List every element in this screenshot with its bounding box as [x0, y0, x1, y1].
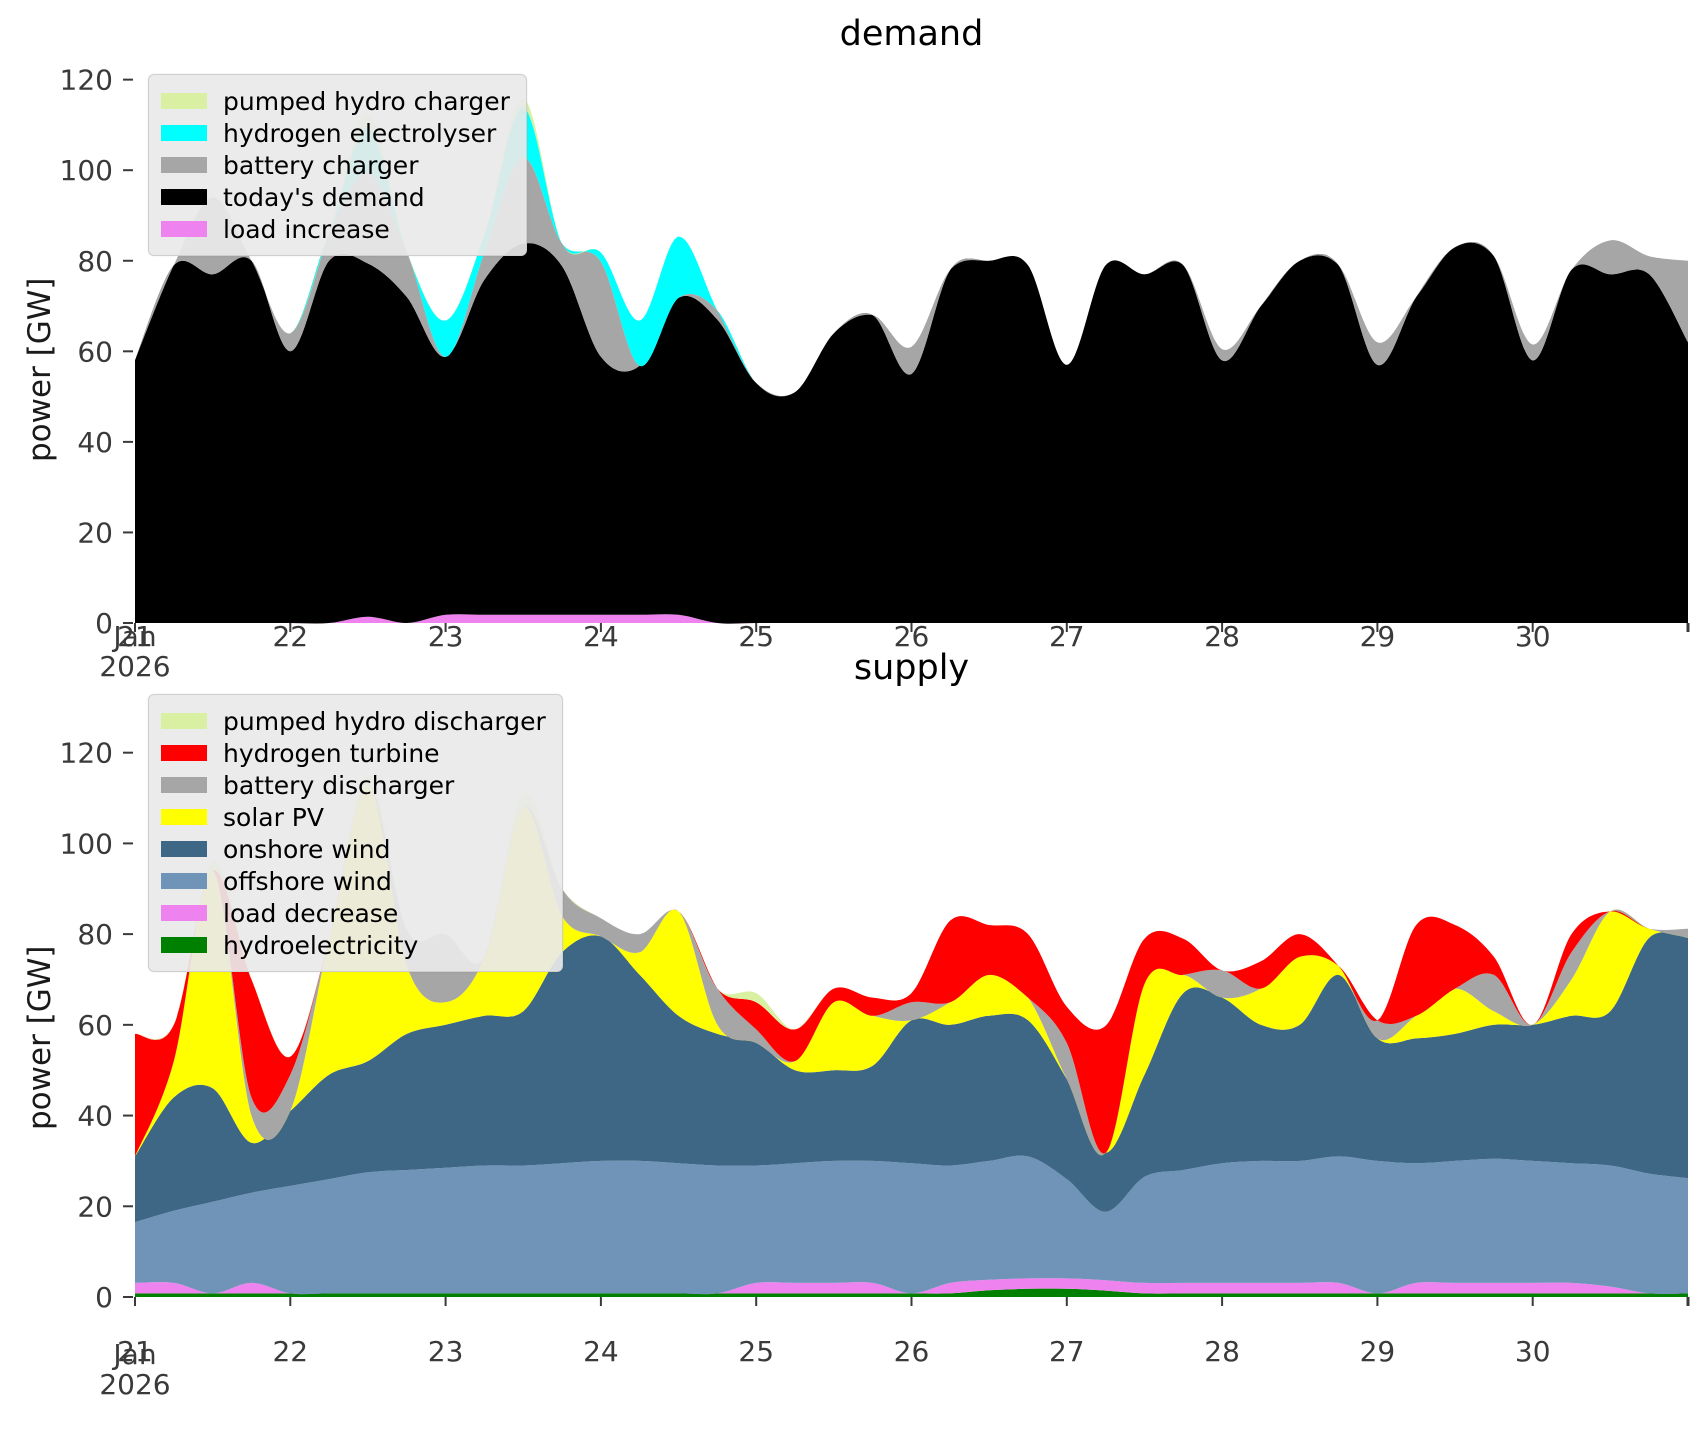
x-tick-label: 25 — [738, 620, 774, 653]
y-tick-label: 100 — [60, 827, 113, 860]
legend-item-onshore-wind: onshore wind — [161, 833, 546, 865]
legend-item-hydrogen-electrolyser: hydrogen electrolyser — [161, 117, 510, 149]
x-tick-label: 22 — [272, 620, 308, 653]
x-tick-label: 25 — [738, 1335, 774, 1368]
legend-swatch — [161, 125, 207, 141]
legend-item-hydrogen-turbine: hydrogen turbine — [161, 737, 546, 769]
area-hydroelectricity — [135, 1288, 1688, 1297]
y-tick-label: 60 — [77, 335, 113, 368]
legend-label: solar PV — [223, 802, 324, 832]
legend-swatch — [161, 937, 207, 953]
legend-label: load decrease — [223, 898, 399, 928]
legend-item-today-s-demand: today's demand — [161, 181, 510, 213]
y-tick-label: 20 — [77, 1190, 113, 1223]
supply-y-axis-label: power [GW] — [22, 945, 58, 1130]
x-tick-label: 23 — [428, 1335, 464, 1368]
x-tick-label: 23 — [428, 620, 464, 653]
legend-item-pumped-hydro-charger: pumped hydro charger — [161, 85, 510, 117]
demand-chart-title: demand — [839, 14, 984, 54]
x-tick-label: 30 — [1515, 620, 1551, 653]
demand-month-label: Jan 2026 — [80, 622, 190, 682]
y-tick-label: 100 — [60, 154, 113, 187]
legend-swatch — [161, 841, 207, 857]
legend-label: hydrogen electrolyser — [223, 118, 497, 148]
supply-legend: pumped hydro discharger hydrogen turbine b… — [148, 694, 563, 972]
legend-swatch — [161, 809, 207, 825]
y-tick-label: 80 — [77, 245, 113, 278]
area-onshore-wind — [135, 932, 1688, 1223]
legend-item-battery-charger: battery charger — [161, 149, 510, 181]
legend-item-solar-pv: solar PV — [161, 801, 546, 833]
x-tick-label: 28 — [1204, 620, 1240, 653]
legend-label: pumped hydro charger — [223, 86, 510, 116]
legend-label: battery charger — [223, 150, 419, 180]
x-tick-label: 26 — [894, 620, 930, 653]
legend-label: today's demand — [223, 182, 425, 212]
demand-legend: pumped hydro charger hydrogen electrolyse… — [148, 74, 527, 256]
x-tick-label: 24 — [583, 1335, 619, 1368]
supply-month-line2: 2026 — [99, 1368, 171, 1401]
x-tick-label: 24 — [583, 620, 619, 653]
legend-label: onshore wind — [223, 834, 391, 864]
legend-swatch — [161, 745, 207, 761]
x-tick-label: 26 — [894, 1335, 930, 1368]
supply-chart-title: supply — [853, 648, 970, 688]
legend-item-load-decrease: load decrease — [161, 897, 546, 929]
legend-swatch — [161, 777, 207, 793]
legend-item-battery-discharger: battery discharger — [161, 769, 546, 801]
legend-label: hydrogen turbine — [223, 738, 440, 768]
demand-month-line1: Jan — [113, 620, 157, 653]
demand-month-line2: 2026 — [99, 650, 171, 683]
legend-swatch — [161, 221, 207, 237]
x-tick-label: 27 — [1049, 620, 1085, 653]
legend-label: pumped hydro discharger — [223, 706, 546, 736]
x-tick-label: 22 — [272, 1335, 308, 1368]
y-tick-label: 120 — [60, 64, 113, 97]
legend-item-offshore-wind: offshore wind — [161, 865, 546, 897]
x-tick-label: 21 — [117, 620, 153, 653]
y-tick-label: 120 — [60, 737, 113, 770]
y-tick-label: 60 — [77, 1009, 113, 1042]
legend-swatch — [161, 905, 207, 921]
x-tick-label: 30 — [1515, 1335, 1551, 1368]
demand-y-axis-label: power [GW] — [22, 277, 58, 462]
y-tick-label: 80 — [77, 918, 113, 951]
y-tick-label: 0 — [95, 607, 113, 640]
legend-label: battery discharger — [223, 770, 455, 800]
y-tick-label: 0 — [95, 1281, 113, 1314]
area-today-s-demand — [135, 241, 1688, 624]
legend-swatch — [161, 93, 207, 109]
legend-swatch — [161, 189, 207, 205]
x-tick-label: 21 — [117, 1335, 153, 1368]
y-tick-label: 40 — [77, 1100, 113, 1133]
y-tick-label: 40 — [77, 426, 113, 459]
supply-month-line1: Jan — [113, 1338, 157, 1371]
y-tick-label: 20 — [77, 516, 113, 549]
supply-month-label: Jan 2026 — [80, 1340, 190, 1400]
x-tick-label: 29 — [1360, 1335, 1396, 1368]
legend-item-hydroelectricity: hydroelectricity — [161, 929, 546, 961]
x-tick-label: 28 — [1204, 1335, 1240, 1368]
legend-swatch — [161, 873, 207, 889]
legend-item-pumped-hydro-discharger: pumped hydro discharger — [161, 705, 546, 737]
legend-swatch — [161, 713, 207, 729]
area-offshore-wind — [135, 1155, 1688, 1295]
legend-label: hydroelectricity — [223, 930, 419, 960]
area-load-decrease — [135, 1278, 1688, 1295]
legend-item-load-increase: load increase — [161, 213, 510, 245]
legend-label: load increase — [223, 214, 390, 244]
legend-label: offshore wind — [223, 866, 392, 896]
x-tick-label: 27 — [1049, 1335, 1085, 1368]
x-tick-label: 29 — [1360, 620, 1396, 653]
legend-swatch — [161, 157, 207, 173]
area-load-increase — [135, 614, 1688, 624]
